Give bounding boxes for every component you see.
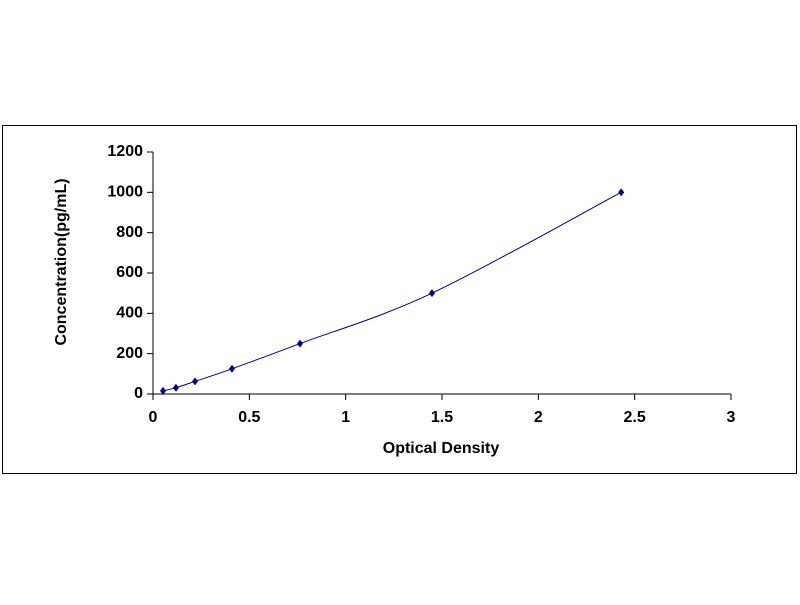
x-tick-label: 0.5 <box>238 409 260 426</box>
x-tick-label: 1 <box>341 409 350 426</box>
chart-frame <box>2 125 797 474</box>
point <box>172 383 179 392</box>
y-tick-label: 400 <box>116 305 143 322</box>
point <box>160 386 167 395</box>
y-tick-label: 1000 <box>107 184 143 201</box>
y-tick-label: 800 <box>116 224 143 241</box>
y-tick-label: 600 <box>116 264 143 281</box>
x-tick-label: 1.5 <box>431 409 453 426</box>
point <box>192 377 199 386</box>
point <box>228 364 235 373</box>
y-tick-label: 200 <box>116 345 143 362</box>
y-tick-label: 1200 <box>107 143 143 160</box>
x-axis-title: Optical Density <box>383 440 500 457</box>
x-tick-label: 0 <box>149 409 158 426</box>
y-tick-label: 0 <box>134 385 143 402</box>
y-axis-title: Concentration(pg/mL) <box>53 178 70 345</box>
point <box>618 188 625 197</box>
x-tick-label: 2 <box>534 409 543 426</box>
x-tick-label: 2.5 <box>624 409 646 426</box>
x-tick-label: 3 <box>727 409 736 426</box>
point <box>428 289 435 298</box>
point <box>297 339 304 348</box>
